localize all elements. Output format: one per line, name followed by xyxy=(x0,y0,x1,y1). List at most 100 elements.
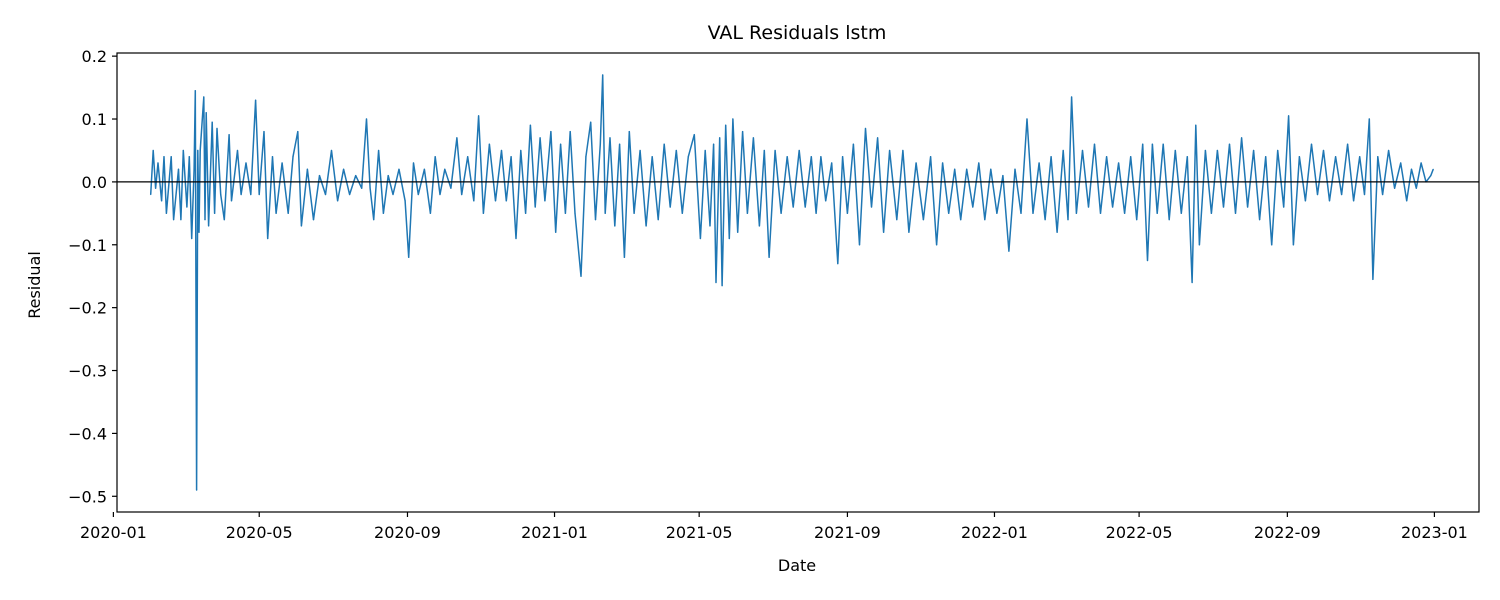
data-point xyxy=(604,212,606,214)
data-point xyxy=(306,168,308,170)
data-point xyxy=(715,281,717,284)
data-point xyxy=(1087,206,1090,208)
data-point xyxy=(263,131,265,133)
data-point xyxy=(1198,244,1200,246)
data-point xyxy=(337,200,339,202)
data-point xyxy=(382,212,384,214)
data-point xyxy=(763,149,765,152)
data-point xyxy=(713,143,715,145)
data-point xyxy=(1359,156,1361,158)
data-point xyxy=(1347,143,1349,145)
data-point xyxy=(966,168,968,170)
data-point xyxy=(960,219,962,221)
data-point xyxy=(1228,143,1231,145)
data-point xyxy=(208,225,210,227)
data-point xyxy=(842,156,844,158)
data-point xyxy=(1026,118,1028,120)
data-point xyxy=(594,219,597,221)
data-point xyxy=(1118,162,1120,164)
data-point xyxy=(1363,193,1366,196)
data-point xyxy=(378,149,380,152)
data-point xyxy=(373,219,375,221)
x-tick-label: 2022-05 xyxy=(1106,523,1173,542)
data-point xyxy=(1430,175,1432,177)
plot-frame xyxy=(116,52,1480,513)
data-point xyxy=(972,206,974,208)
data-point xyxy=(214,212,216,214)
data-point xyxy=(1388,149,1390,152)
y-tick-label: −0.5 xyxy=(68,487,107,506)
data-point xyxy=(1130,156,1132,158)
data-point xyxy=(216,127,218,130)
x-tick-label: 2020-09 xyxy=(374,523,441,542)
data-point xyxy=(292,156,294,158)
data-point xyxy=(349,193,351,196)
data-point xyxy=(365,118,368,120)
data-point xyxy=(355,175,357,177)
data-point xyxy=(930,156,932,158)
data-point xyxy=(725,124,727,126)
data-point xyxy=(267,237,269,240)
data-point xyxy=(877,137,879,139)
data-point xyxy=(223,219,225,221)
x-tick-label: 2021-09 xyxy=(814,523,881,542)
data-point xyxy=(515,237,517,240)
data-point xyxy=(369,187,371,189)
data-point xyxy=(439,193,441,196)
data-point xyxy=(1353,200,1355,202)
data-point xyxy=(1432,168,1434,170)
x-tick-label: 2020-05 xyxy=(226,523,293,542)
data-point xyxy=(825,200,827,202)
data-point xyxy=(580,275,582,277)
data-point xyxy=(1174,149,1176,152)
data-point xyxy=(423,168,425,170)
data-point xyxy=(1304,200,1306,202)
data-point xyxy=(585,156,587,158)
series-line xyxy=(149,74,1434,491)
data-point xyxy=(1186,156,1188,158)
data-point xyxy=(645,225,647,227)
y-tick-label: 0.0 xyxy=(82,173,107,192)
data-point xyxy=(1298,156,1300,158)
data-point xyxy=(1112,206,1114,208)
data-point xyxy=(609,137,611,139)
data-point xyxy=(1310,143,1313,145)
data-point xyxy=(1093,143,1096,145)
y-tick-label: −0.2 xyxy=(68,299,107,318)
data-point xyxy=(623,256,626,258)
data-point xyxy=(1328,200,1331,202)
data-point xyxy=(1020,212,1022,214)
data-point xyxy=(1420,162,1422,164)
data-point xyxy=(870,206,873,208)
data-point xyxy=(152,149,154,152)
data-point xyxy=(752,137,755,139)
data-point xyxy=(1253,149,1255,152)
data-point xyxy=(1222,206,1225,208)
y-tick-label: −0.3 xyxy=(68,362,107,381)
chart-title: VAL Residuals lstm xyxy=(708,22,887,44)
x-tick-label: 2021-05 xyxy=(666,523,733,542)
data-point xyxy=(161,200,163,202)
data-point xyxy=(157,162,159,164)
data-point xyxy=(1106,156,1108,158)
data-point xyxy=(1146,259,1149,262)
data-point xyxy=(1124,212,1126,214)
data-point xyxy=(1050,156,1052,158)
data-point xyxy=(1168,219,1170,221)
data-point xyxy=(398,168,400,170)
data-point xyxy=(1075,212,1077,214)
y-tick-label: 0.1 xyxy=(82,110,107,129)
data-point xyxy=(488,143,490,145)
data-point xyxy=(186,206,188,208)
data-point xyxy=(408,256,410,258)
data-point xyxy=(942,162,944,164)
data-point xyxy=(467,156,469,158)
data-point xyxy=(742,131,744,133)
data-point xyxy=(180,219,182,221)
data-point xyxy=(529,124,532,126)
data-point xyxy=(1410,168,1413,170)
data-point xyxy=(675,149,677,152)
data-point xyxy=(719,137,721,139)
data-point xyxy=(737,231,739,233)
